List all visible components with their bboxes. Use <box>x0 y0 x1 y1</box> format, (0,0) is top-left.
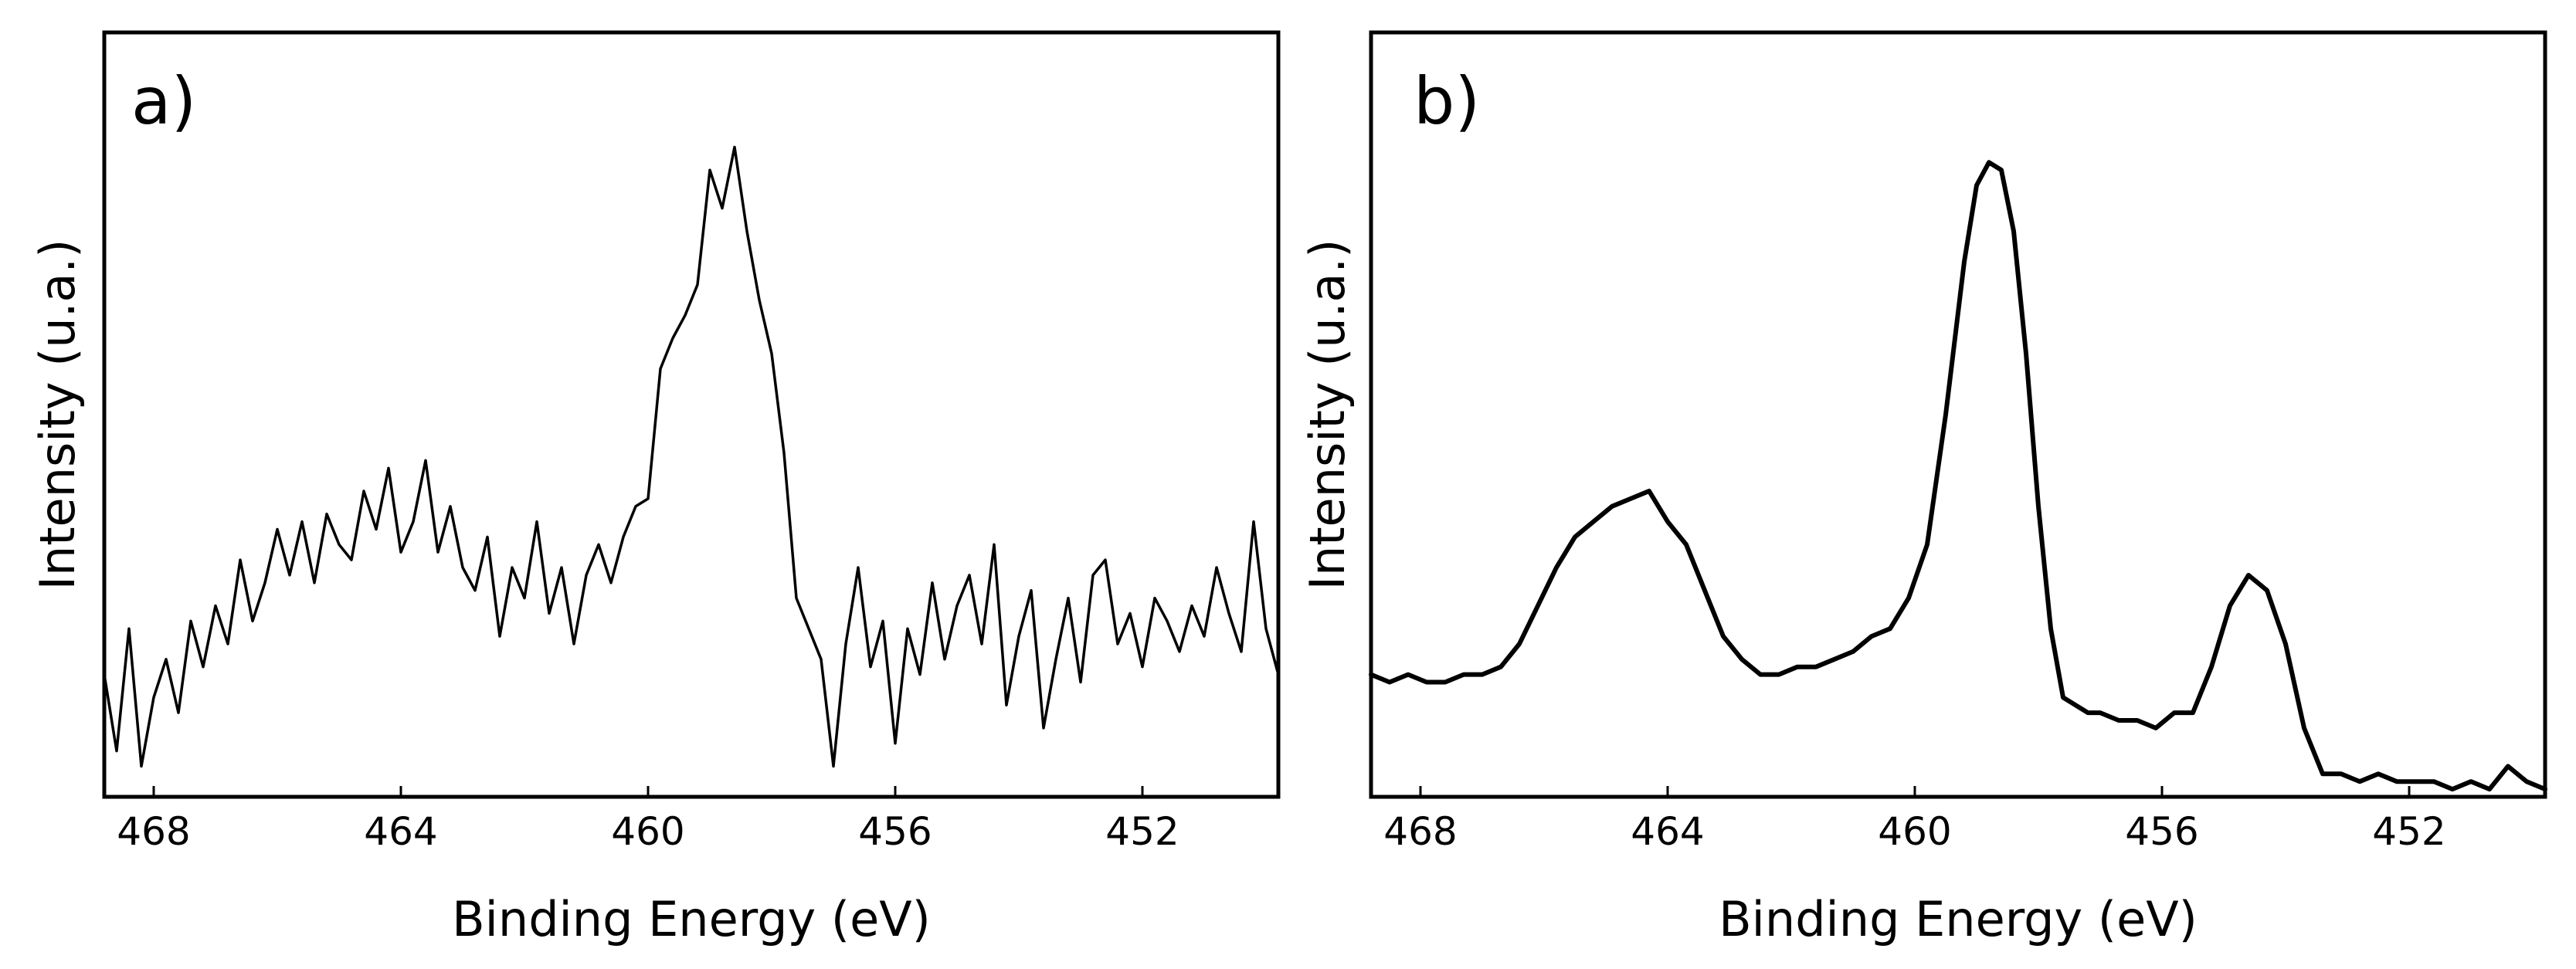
panel-b-spectrum-line <box>1369 160 2547 792</box>
panel-a: a) 468 464 460 456 452 Binding Energy (eV) I… <box>29 30 1281 947</box>
panel-a-plot-frame <box>102 30 1281 799</box>
panel-a-spectrum-line <box>103 145 1280 768</box>
panel-a-x-tick-label-1: 464 <box>364 809 437 854</box>
panel-b-label: b) <box>1414 63 1480 139</box>
panel-b-x-tick-label-1: 464 <box>1631 809 1704 854</box>
panel-b-x-tick-label-4: 452 <box>2372 809 2445 854</box>
panel-b-x-tick-label-2: 460 <box>1878 809 1951 854</box>
panel-a-x-axis-label: Binding Energy (eV) <box>452 891 931 947</box>
panel-b-plot-frame <box>1369 30 2547 799</box>
panel-b-x-axis: 468 464 460 456 452 <box>1383 786 2446 854</box>
panel-a-label: a) <box>131 63 196 139</box>
panel-a-x-tick-label-4: 452 <box>1105 809 1179 854</box>
panel-b: b) 468 464 460 456 452 Binding Energy (eV) I… <box>1299 30 2547 947</box>
panel-a-x-tick-label-0: 468 <box>117 809 190 854</box>
panel-b-x-tick-label-3: 456 <box>2125 809 2198 854</box>
panel-a-x-axis: 468 464 460 456 452 <box>117 786 1179 854</box>
panel-b-x-tick-label-0: 468 <box>1383 809 1457 854</box>
panel-a-x-tick-label-3: 456 <box>858 809 932 854</box>
panel-a-x-tick-label-2: 460 <box>611 809 684 854</box>
panel-a-y-axis-label: Intensity (u.a.) <box>29 239 86 591</box>
panel-b-y-axis-label: Intensity (u.a.) <box>1299 239 1356 591</box>
panel-b-x-axis-label: Binding Energy (eV) <box>1719 891 2198 947</box>
